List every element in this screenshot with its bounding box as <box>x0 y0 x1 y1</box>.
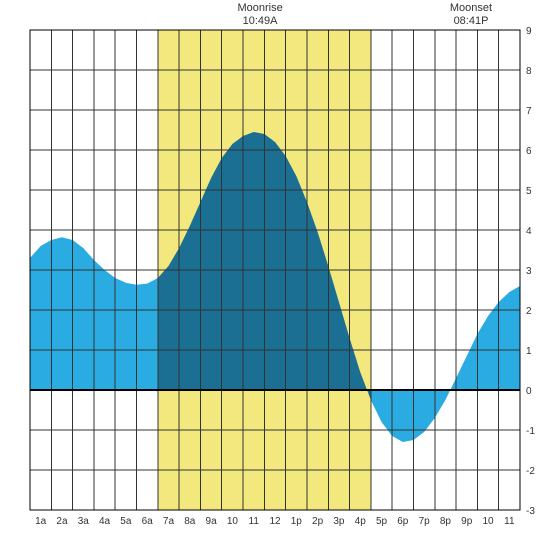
y-tick-label: -1 <box>526 426 535 437</box>
x-tick-label: 1a <box>35 516 47 527</box>
x-tick-label: 5p <box>376 516 388 527</box>
y-tick-label: 6 <box>526 146 532 157</box>
moonset-title: Moonset <box>450 2 492 14</box>
x-tick-label: 6a <box>142 516 154 527</box>
y-tick-label: -3 <box>526 506 535 517</box>
x-tick-label: 12 <box>269 516 281 527</box>
x-tick-label: 4p <box>355 516 367 527</box>
y-tick-label: 7 <box>526 106 532 117</box>
moonrise-time: 10:49A <box>243 15 278 27</box>
x-tick-label: 2a <box>56 516 68 527</box>
chart-svg: 1a2a3a4a5a6a7a8a9a1011121p2p3p4p5p6p7p8p… <box>0 0 550 550</box>
y-tick-label: 8 <box>526 66 532 77</box>
tide-chart: Moonrise 10:49A Moonset 08:41P 1a 2a 3a 4a 5… <box>0 0 550 550</box>
x-tick-label: 2p <box>312 516 324 527</box>
y-axis-labels: -3 -2 -1 0 1 2 3 4 5 6 7 8 9 <box>526 26 535 517</box>
x-tick-label: 11 <box>249 516 260 527</box>
y-tick-label: 1 <box>526 346 532 357</box>
x-tick-label: 3p <box>333 516 345 527</box>
x-tick-label: 7a <box>163 516 175 527</box>
y-tick-label: 4 <box>526 226 532 237</box>
x-tick-label: 3a <box>78 516 90 527</box>
y-tick-label: -2 <box>526 466 535 477</box>
y-tick-label: 2 <box>526 306 532 317</box>
x-tick-label: 7p <box>419 516 431 527</box>
moonset-time: 08:41P <box>454 15 489 27</box>
x-axis-labels: 1a 2a 3a 4a 5a 6a 7a 8a 9a 10 11 12 1p 2p 3p 4p 5p 6p 7p 8p… <box>35 516 515 527</box>
moonrise-title: Moonrise <box>237 2 282 14</box>
moonset-label: Moonset 08:41P <box>441 2 501 28</box>
y-tick-label: 0 <box>526 386 532 397</box>
x-tick-label: 1p <box>291 516 303 527</box>
y-tick-label: 9 <box>526 26 532 37</box>
x-tick-label: 10 <box>227 516 239 527</box>
x-tick-label: 4a <box>99 516 111 527</box>
y-tick-label: 3 <box>526 266 532 277</box>
x-tick-label: 11 <box>504 516 515 527</box>
x-tick-label: 8p <box>440 516 452 527</box>
x-tick-label: 6p <box>397 516 409 527</box>
x-tick-label: 8a <box>184 516 196 527</box>
x-tick-label: 5a <box>120 516 132 527</box>
x-tick-label: 10 <box>482 516 494 527</box>
x-tick-label: 9a <box>206 516 218 527</box>
y-tick-label: 5 <box>526 186 532 197</box>
moonrise-label: Moonrise 10:49A <box>230 2 290 28</box>
x-tick-label: 9p <box>461 516 473 527</box>
